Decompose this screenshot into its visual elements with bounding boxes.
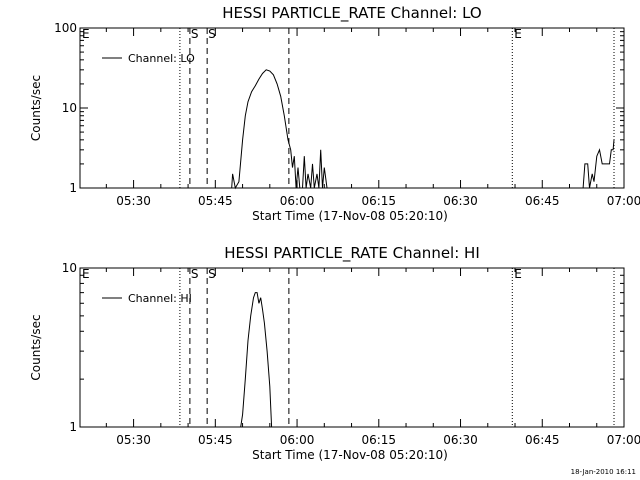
x-tick-label: 06:45 xyxy=(525,194,560,208)
marker-label: S xyxy=(191,267,199,281)
x-axis-label: Start Time (17-Nov-08 05:20:10) xyxy=(252,209,448,223)
y-tick-label: 100 xyxy=(54,21,77,35)
x-tick-label: 06:30 xyxy=(443,433,478,447)
marker-label: E xyxy=(82,27,90,41)
series-line xyxy=(231,69,615,190)
y-axis-label: Counts/sec xyxy=(29,75,43,141)
x-tick-label: 06:00 xyxy=(280,433,315,447)
hi-channel-panel: HESSI PARTICLE_RATE Channel: HI 05:30 05:4… xyxy=(29,244,640,462)
x-tick-label: 06:15 xyxy=(361,194,396,208)
x-tick-label: 06:15 xyxy=(361,433,396,447)
marker-label: E xyxy=(514,267,522,281)
marker-label: E xyxy=(82,267,90,281)
chart-title: HESSI PARTICLE_RATE Channel: LO xyxy=(222,4,481,23)
x-tick-label: 07:00 xyxy=(607,194,640,208)
x-tick-label: 05:30 xyxy=(116,194,151,208)
marker-label: S xyxy=(191,27,199,41)
x-tick-label: 05:45 xyxy=(198,194,233,208)
x-tick-label: 07:00 xyxy=(607,433,640,447)
y-axis-label: Counts/sec xyxy=(29,314,43,380)
chart-title: HESSI PARTICLE_RATE Channel: HI xyxy=(224,244,480,263)
legend-label: Channel: HI xyxy=(128,292,192,305)
series-line xyxy=(240,292,273,428)
x-tick-label: 06:30 xyxy=(443,194,478,208)
marker-label: S xyxy=(208,27,216,41)
x-tick-label: 06:45 xyxy=(525,433,560,447)
y-tick-label: 10 xyxy=(62,261,77,275)
x-tick-label: 06:00 xyxy=(280,194,315,208)
x-tick-label: 05:45 xyxy=(198,433,233,447)
marker-label: S xyxy=(208,267,216,281)
timestamp-stamp: 18-Jan-2010 16:11 xyxy=(571,468,636,476)
x-axis-label: Start Time (17-Nov-08 05:20:10) xyxy=(252,448,448,462)
marker-label: E xyxy=(514,27,522,41)
y-tick-label: 1 xyxy=(69,420,77,434)
x-tick-label: 05:30 xyxy=(116,433,151,447)
y-tick-label: 10 xyxy=(62,101,77,115)
legend-label: Channel: LO xyxy=(128,52,195,65)
lo-channel-panel: HESSI PARTICLE_RATE Channel: LO 05:30 05:4… xyxy=(29,4,640,223)
y-tick-label: 1 xyxy=(69,181,77,195)
